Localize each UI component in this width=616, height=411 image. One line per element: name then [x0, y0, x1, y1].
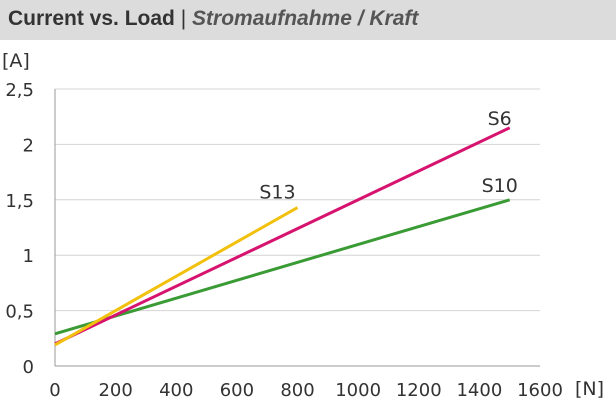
chart-title-bar: Current vs. Load | Stromaufnahme / Kraft: [0, 0, 616, 40]
series-label-s10: S10: [482, 175, 518, 197]
x-tick-label: 800: [280, 380, 314, 401]
chart-subtitle: Stromaufnahme / Kraft: [192, 7, 419, 30]
x-tick-label: 0: [49, 380, 60, 401]
y-tick-label: 0: [23, 357, 34, 378]
series-label-s6: S6: [488, 108, 512, 130]
series-lines: [54, 126, 511, 347]
y-tick-label: 2,5: [5, 80, 34, 101]
y-axis-label: [A]: [2, 50, 30, 72]
series-labels: S10 S6 S13: [259, 108, 517, 204]
x-tick-label: 200: [98, 380, 132, 401]
series-line-s10: [54, 198, 511, 336]
series-line-s13: [54, 206, 299, 347]
y-tick-label: 0,5: [5, 302, 34, 323]
x-tick-label: 1600: [517, 380, 563, 401]
x-tick-label: 1000: [335, 380, 381, 401]
x-tick-label: 600: [220, 380, 254, 401]
chart-title-main: Current vs. Load: [8, 7, 175, 30]
series-label-s13: S13: [259, 182, 295, 204]
x-axis-label: [N]: [575, 378, 604, 400]
chart-title-separator: |: [180, 7, 187, 30]
x-tick-labels: 0 200 400 600 800 1000 1200 1400 1600: [49, 380, 563, 401]
y-tick-label: 2: [23, 135, 34, 156]
y-tick-label: 1: [23, 246, 34, 267]
grid-lines: [55, 88, 540, 312]
y-tick-label: 1,5: [5, 191, 34, 212]
x-tick-label: 1200: [396, 380, 442, 401]
x-tick-label: 1400: [456, 380, 502, 401]
axes: [54, 89, 540, 367]
chart-title: Current vs. Load | Stromaufnahme / Kraft: [8, 7, 418, 31]
y-tick-labels: 0 0,5 1 1,5 2 2,5: [5, 80, 34, 378]
series-line-s6: [54, 126, 511, 346]
x-tick-label: 400: [159, 380, 193, 401]
